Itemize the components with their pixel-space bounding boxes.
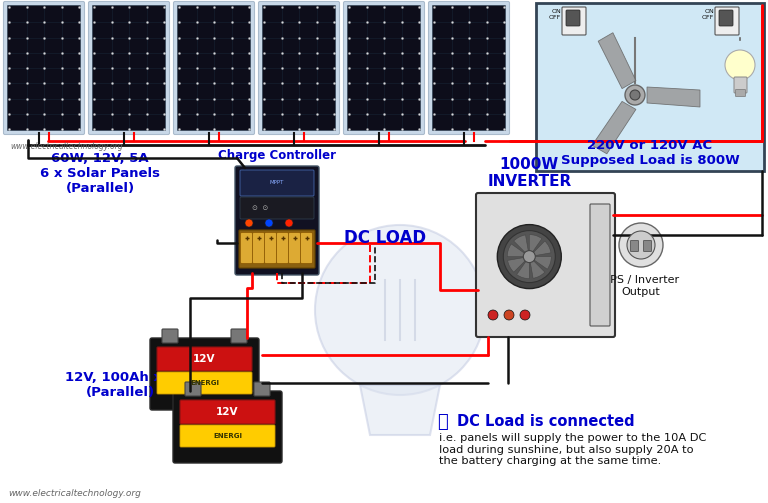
Wedge shape [508, 257, 529, 272]
Circle shape [627, 231, 655, 259]
Wedge shape [514, 235, 529, 257]
Text: ⓘ: ⓘ [437, 413, 448, 431]
Circle shape [488, 310, 498, 320]
FancyBboxPatch shape [562, 7, 586, 35]
FancyBboxPatch shape [88, 2, 170, 134]
Wedge shape [508, 244, 529, 257]
Text: I: I [725, 17, 727, 23]
FancyBboxPatch shape [276, 232, 289, 264]
FancyBboxPatch shape [4, 2, 84, 134]
Circle shape [498, 225, 561, 289]
Text: Charge Controller: Charge Controller [218, 149, 336, 162]
FancyBboxPatch shape [235, 166, 319, 275]
FancyBboxPatch shape [259, 2, 339, 134]
Circle shape [265, 219, 273, 227]
FancyBboxPatch shape [264, 232, 276, 264]
FancyBboxPatch shape [92, 6, 165, 130]
Circle shape [520, 310, 530, 320]
FancyBboxPatch shape [173, 391, 282, 463]
Circle shape [315, 225, 485, 395]
Text: www.electricaltechnology.org: www.electricaltechnology.org [8, 489, 141, 498]
FancyBboxPatch shape [347, 6, 421, 130]
FancyBboxPatch shape [289, 232, 300, 264]
FancyBboxPatch shape [432, 6, 505, 130]
FancyBboxPatch shape [536, 3, 764, 171]
FancyBboxPatch shape [566, 10, 580, 26]
Wedge shape [517, 257, 529, 279]
FancyBboxPatch shape [343, 2, 425, 134]
FancyBboxPatch shape [254, 382, 270, 396]
FancyBboxPatch shape [429, 2, 509, 134]
Text: ⊙  ⊙: ⊙ ⊙ [252, 205, 268, 211]
FancyBboxPatch shape [263, 6, 336, 130]
FancyBboxPatch shape [231, 329, 247, 343]
Text: 12V: 12V [194, 354, 216, 364]
Text: 220V or 120V AC
Supposed Load is 800W: 220V or 120V AC Supposed Load is 800W [561, 139, 740, 167]
Polygon shape [647, 87, 700, 107]
FancyBboxPatch shape [734, 77, 747, 93]
Circle shape [523, 250, 535, 263]
Text: UPS / Inverter
Output: UPS / Inverter Output [602, 275, 680, 297]
Circle shape [619, 223, 663, 267]
FancyBboxPatch shape [719, 10, 733, 26]
Circle shape [285, 219, 293, 227]
Circle shape [503, 230, 555, 283]
Text: DC Load is connected: DC Load is connected [457, 414, 634, 429]
FancyBboxPatch shape [157, 347, 252, 371]
FancyBboxPatch shape [157, 372, 252, 394]
Text: I: I [571, 17, 574, 23]
FancyBboxPatch shape [736, 90, 746, 97]
FancyBboxPatch shape [300, 232, 313, 264]
FancyBboxPatch shape [8, 6, 81, 130]
Wedge shape [529, 234, 542, 257]
FancyBboxPatch shape [644, 240, 651, 252]
Wedge shape [529, 241, 551, 257]
FancyBboxPatch shape [253, 232, 264, 264]
Text: ENERGI: ENERGI [190, 380, 219, 386]
Polygon shape [360, 385, 440, 435]
Wedge shape [529, 257, 545, 278]
Circle shape [630, 90, 640, 100]
Text: ON
OFF: ON OFF [549, 9, 561, 20]
Text: 60W, 12V, 5A
6 x Solar Panels
(Parallel): 60W, 12V, 5A 6 x Solar Panels (Parallel) [40, 152, 160, 195]
Polygon shape [598, 33, 636, 89]
Text: ON
OFF: ON OFF [702, 9, 714, 20]
Circle shape [504, 310, 514, 320]
FancyBboxPatch shape [177, 6, 250, 130]
FancyBboxPatch shape [174, 2, 254, 134]
Text: www.electricaltechnology.org: www.electricaltechnology.org [10, 142, 123, 151]
FancyBboxPatch shape [239, 230, 315, 268]
Text: MPPT: MPPT [270, 181, 284, 186]
FancyBboxPatch shape [631, 240, 638, 252]
Polygon shape [592, 102, 636, 154]
FancyBboxPatch shape [150, 338, 259, 410]
FancyBboxPatch shape [180, 400, 275, 424]
FancyBboxPatch shape [162, 329, 178, 343]
Text: ENERGI: ENERGI [213, 433, 242, 439]
FancyBboxPatch shape [240, 197, 314, 219]
FancyBboxPatch shape [240, 170, 314, 196]
Text: 12V: 12V [217, 407, 239, 417]
FancyBboxPatch shape [590, 204, 610, 326]
Text: 12V, 100Ah x 2
(Parallel): 12V, 100Ah x 2 (Parallel) [65, 371, 175, 399]
FancyBboxPatch shape [185, 382, 201, 396]
Text: 1000W
INVERTER: 1000W INVERTER [487, 156, 571, 189]
Circle shape [725, 50, 755, 80]
FancyBboxPatch shape [715, 7, 739, 35]
Text: DC LOAD: DC LOAD [344, 229, 426, 247]
Circle shape [625, 85, 645, 105]
Circle shape [245, 219, 253, 227]
FancyBboxPatch shape [180, 425, 275, 447]
Text: i.e. panels will supply the power to the 10A DC
load during sunshine, but also s: i.e. panels will supply the power to the… [439, 433, 707, 466]
FancyBboxPatch shape [476, 193, 615, 337]
FancyBboxPatch shape [240, 232, 253, 264]
Wedge shape [529, 257, 551, 269]
